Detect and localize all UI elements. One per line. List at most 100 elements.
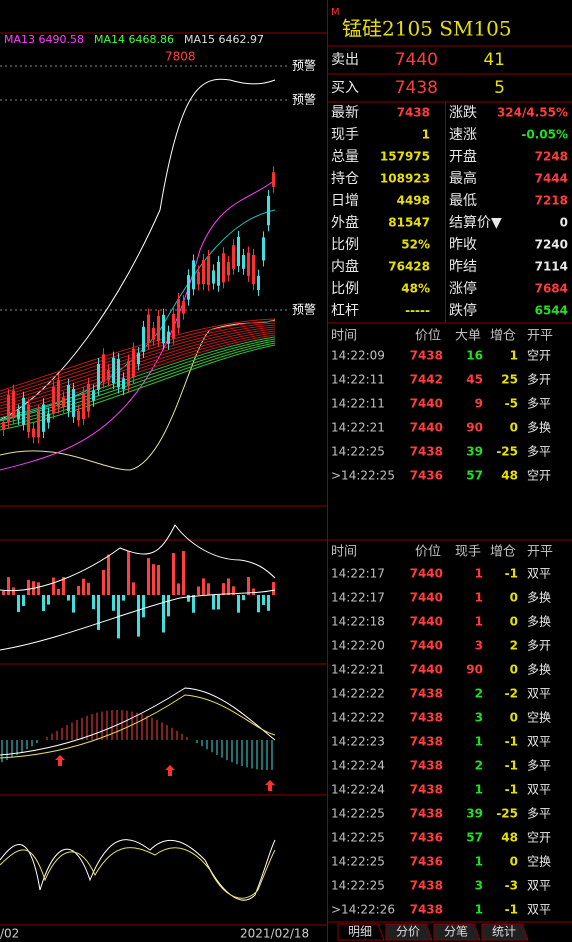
tick-volume: 16 — [466, 349, 483, 363]
vol-bar — [207, 583, 210, 595]
vol-bar — [22, 595, 25, 606]
tick-volume: 90 — [466, 663, 483, 677]
tick-time: 14:22:25 — [331, 807, 385, 821]
tick-volume: 2 — [475, 687, 483, 701]
tick-time: 14:22:25 — [331, 445, 385, 459]
quote-value: 7248 — [535, 150, 568, 164]
vol-bar — [127, 551, 130, 595]
tick-time: 14:22:25 — [331, 879, 385, 893]
quote-value: 108923 — [380, 172, 430, 186]
candle — [37, 410, 40, 438]
candle — [217, 261, 220, 286]
quote-value: ----- — [405, 304, 430, 318]
tick-oi: -1 — [505, 735, 518, 749]
quote-value: 0 — [560, 216, 568, 230]
column-header: 价位 — [415, 329, 441, 344]
tick-oi: 0 — [510, 855, 518, 869]
candle — [7, 395, 10, 423]
tick-type: 空换 — [527, 711, 551, 725]
quote-value: 81547 — [388, 216, 430, 230]
vol-bar — [227, 578, 230, 595]
tick-type: 多换 — [527, 663, 551, 677]
candle — [177, 299, 180, 328]
ma-label: MA13 6490.58 — [4, 33, 84, 46]
tick-price: 7438 — [410, 445, 443, 459]
quote-value: 157975 — [380, 150, 430, 164]
tab-label[interactable]: 统计 — [492, 925, 516, 939]
candle — [237, 236, 240, 267]
candle — [67, 384, 70, 412]
tab[interactable] — [433, 923, 481, 941]
vol-bar — [197, 586, 200, 595]
vol-bar — [52, 577, 55, 595]
tick-volume: 1 — [475, 591, 483, 605]
column-header: 现手 — [455, 545, 481, 560]
ma-fan-line — [0, 324, 276, 401]
vol-bar — [152, 564, 155, 595]
column-header: 增仓 — [490, 545, 516, 560]
tick-time: 14:22:24 — [331, 783, 385, 797]
vol-bar — [137, 595, 140, 637]
candle — [82, 392, 85, 419]
tick-volume: 1 — [475, 903, 483, 917]
column-header: 开平 — [527, 545, 553, 560]
tick-type: 空开 — [527, 831, 551, 845]
tick-time: 14:22:18 — [331, 615, 385, 629]
vol-bar — [182, 551, 185, 595]
candle — [72, 389, 75, 417]
tick-time: 14:22:21 — [331, 421, 385, 435]
kdj-line — [0, 839, 276, 901]
tick-type: 多换 — [527, 421, 551, 435]
vol-bar — [212, 595, 215, 610]
tick-time: >14:22:26 — [331, 903, 395, 917]
tab-label[interactable]: 分笔 — [444, 924, 468, 939]
candle — [62, 397, 65, 407]
tick-price: 7442 — [410, 373, 443, 387]
tick-price: 7436 — [410, 831, 443, 845]
tick-time: 14:22:17 — [331, 591, 385, 605]
tick-volume: 2 — [475, 759, 483, 773]
tab[interactable] — [337, 923, 385, 941]
tick-oi: -25 — [496, 807, 518, 821]
vol-bar — [157, 565, 160, 595]
tick-oi: 2 — [510, 639, 518, 653]
tick-volume: 3 — [475, 639, 483, 653]
tick-volume: 1 — [475, 783, 483, 797]
tick-volume: 3 — [475, 711, 483, 725]
tick-time: 14:22:24 — [331, 759, 385, 773]
quote-label: 开盘 — [449, 148, 477, 165]
tab-label[interactable]: 明细 — [348, 925, 372, 939]
tick-type: 多换 — [527, 615, 551, 629]
candle — [202, 259, 205, 285]
tick-type: 多平 — [527, 397, 551, 411]
vol-bar — [102, 569, 105, 595]
quote-value: 76428 — [388, 260, 430, 274]
vol-bar — [132, 582, 135, 595]
alert-label: 预警 — [292, 58, 316, 73]
tab[interactable] — [481, 923, 529, 941]
quote-label: 杠杆 — [331, 303, 359, 319]
tab[interactable] — [385, 923, 433, 941]
title: 锰硅2105 SM105 — [342, 17, 512, 41]
volume-bars — [2, 551, 275, 639]
tick-price: 7440 — [410, 663, 443, 677]
tick-type: 双平 — [527, 879, 551, 893]
tick-type: 空换 — [527, 855, 551, 869]
vol-bar — [57, 588, 60, 595]
tab-label[interactable]: 分价 — [396, 925, 420, 939]
tick-oi: -5 — [505, 397, 518, 411]
vol-bar — [67, 595, 70, 601]
tick-oi: -1 — [505, 567, 518, 581]
candle — [17, 410, 20, 419]
quote-label: 持仓 — [331, 171, 359, 187]
ob-price: 7438 — [395, 78, 438, 98]
vol-bar — [217, 595, 220, 610]
tick-price: 7438 — [410, 783, 443, 797]
tick-price: 7438 — [410, 687, 443, 701]
tick-oi: 0 — [510, 421, 518, 435]
candle — [97, 364, 100, 390]
candle — [252, 254, 255, 285]
tick-oi: -1 — [505, 759, 518, 773]
tick-price: 7438 — [410, 711, 443, 725]
tick-type: 多开 — [527, 639, 551, 653]
